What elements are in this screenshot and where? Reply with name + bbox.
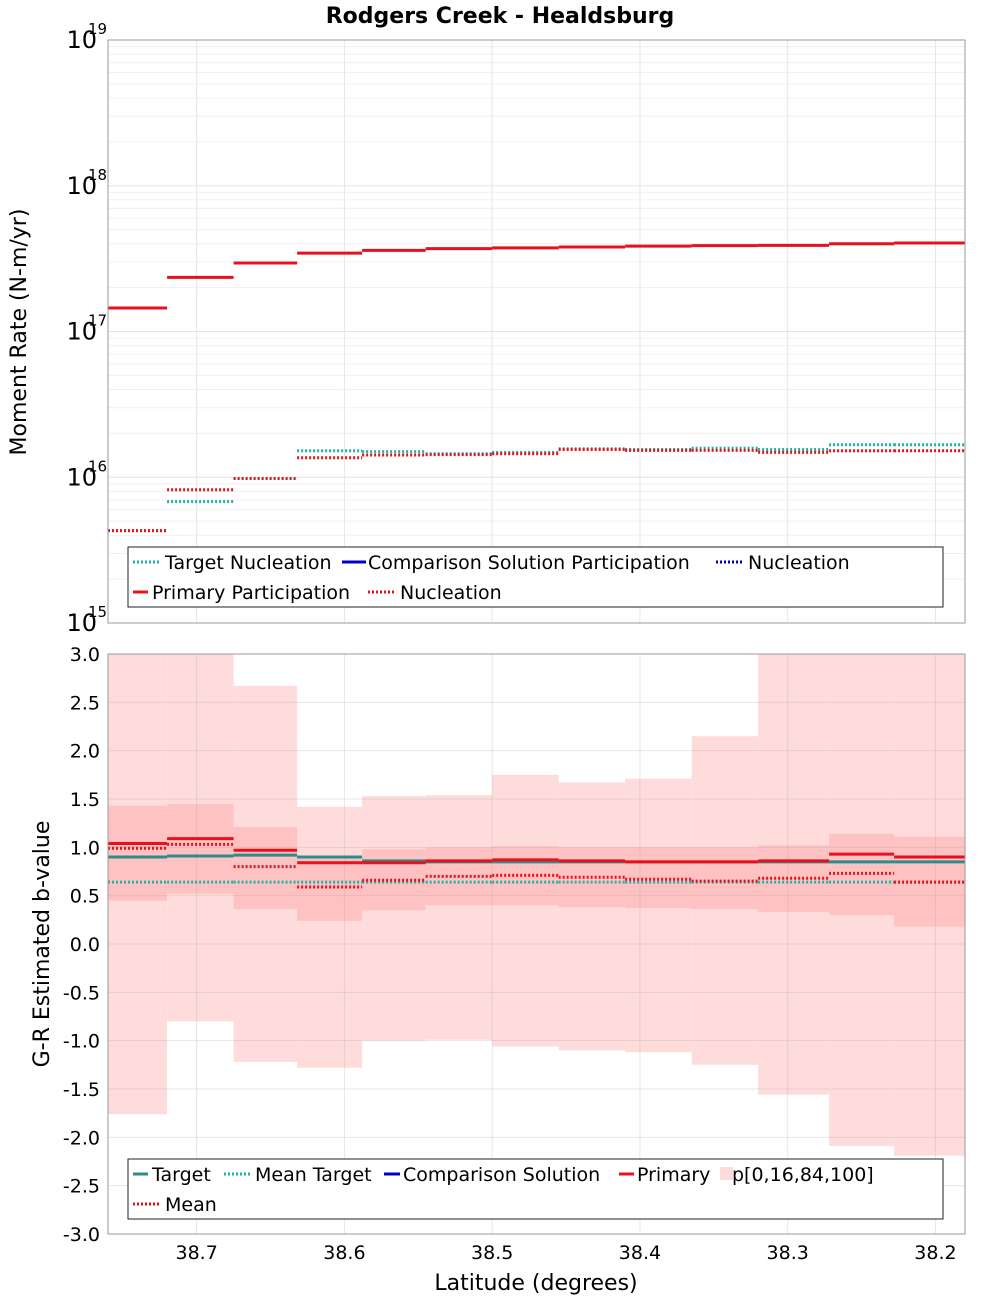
bottom-y-tick-label: 0.5 bbox=[70, 886, 100, 908]
bottom-y-tick-label: 3.0 bbox=[70, 644, 100, 666]
band-p0-p100 bbox=[425, 795, 493, 1040]
x-tick-label: 38.3 bbox=[767, 1242, 809, 1264]
x-tick-label: 38.4 bbox=[619, 1242, 661, 1264]
band-p0-p100 bbox=[362, 796, 426, 1041]
band-p16-p84 bbox=[691, 847, 759, 910]
legend-label-primary-participation: Primary Participation bbox=[152, 582, 350, 604]
legend-swatch-percentile-band bbox=[720, 1167, 733, 1180]
legend-label-primary: Primary bbox=[637, 1164, 710, 1186]
legend-label-mean: Mean bbox=[165, 1194, 217, 1216]
band-p0-p100 bbox=[558, 782, 626, 1051]
bottom-y-tick-labels: 3.0 2.5 2.0 1.5 1.0 0.5 0.0 -0.5 -1.0 -1.5 -2.0 -2.… bbox=[63, 644, 100, 1246]
top-grid bbox=[108, 39, 965, 624]
bottom-y-tick-label: -3.0 bbox=[63, 1224, 100, 1246]
top-y-tick-exponent: 15 bbox=[88, 603, 107, 621]
top-series bbox=[108, 241, 965, 533]
band-p0-p100 bbox=[297, 806, 363, 1068]
top-legend: Target Nucleation Comparison Solution Pa… bbox=[127, 546, 944, 608]
legend-label-comparison-solution: Comparison Solution bbox=[403, 1164, 600, 1186]
top-y-tick-label: 10 bbox=[66, 318, 97, 346]
legend-label-percentile-band: p[0,16,84,100] bbox=[732, 1164, 874, 1186]
legend-label-comparison-nucleation: Nucleation bbox=[748, 552, 850, 574]
bottom-legend-box bbox=[127, 1158, 944, 1220]
top-y-tick-label: 10 bbox=[66, 26, 97, 54]
bottom-y-tick-label: -2.0 bbox=[63, 1127, 100, 1149]
top-plot-frame bbox=[107, 39, 966, 624]
legend-label-primary-nucleation: Nucleation bbox=[400, 582, 502, 604]
bottom-y-tick-label: 0.0 bbox=[70, 934, 100, 956]
top-y-tick-exponent: 19 bbox=[88, 20, 107, 38]
top-y-tick-label: 10 bbox=[66, 609, 97, 637]
bottom-series bbox=[108, 837, 965, 889]
bottom-y-tick-label: 2.0 bbox=[70, 741, 100, 763]
band-p0-p100 bbox=[492, 774, 559, 1047]
top-y-tick-label: 10 bbox=[66, 463, 97, 491]
legend-label-target-nucleation: Target Nucleation bbox=[164, 552, 332, 574]
x-axis-label: Latitude (degrees) bbox=[434, 1271, 637, 1296]
band-p16-p84 bbox=[108, 805, 168, 901]
band-p0-p100 bbox=[625, 778, 692, 1053]
bottom-y-tick-label: -1.5 bbox=[63, 1079, 100, 1101]
x-tick-label: 38.5 bbox=[471, 1242, 513, 1264]
top-y-tick-exponent: 18 bbox=[88, 166, 107, 184]
x-tick-labels: 38.7 38.6 38.5 38.4 38.3 38.2 bbox=[175, 1242, 956, 1264]
top-legend-box bbox=[127, 546, 944, 608]
bottom-y-tick-label: -0.5 bbox=[63, 982, 100, 1004]
top-y-tick-exponent: 17 bbox=[88, 312, 107, 330]
figure-title: Rodgers Creek - Healdsburg bbox=[326, 4, 675, 29]
legend-label-target: Target bbox=[151, 1164, 211, 1186]
bottom-y-tick-label: -2.5 bbox=[63, 1176, 100, 1198]
bottom-panel: 3.0 2.5 2.0 1.5 1.0 0.5 0.0 -0.5 -1.0 -1.5 -2.0 -2.… bbox=[30, 644, 966, 1296]
top-y-tick-exponent: 16 bbox=[88, 457, 107, 475]
bottom-y-tick-label: 1.5 bbox=[70, 789, 100, 811]
legend-label-comparison-participation: Comparison Solution Participation bbox=[368, 552, 690, 574]
x-tick-label: 38.7 bbox=[175, 1242, 217, 1264]
band-p16-p84 bbox=[167, 803, 234, 894]
bottom-y-tick-label: -1.0 bbox=[63, 1031, 100, 1053]
legend-label-mean-target: Mean Target bbox=[255, 1164, 372, 1186]
bottom-y-axis-label: G-R Estimated b-value bbox=[30, 821, 55, 1068]
bottom-percentile-bands bbox=[108, 654, 965, 1156]
band-p16-p84 bbox=[758, 845, 830, 913]
bottom-legend: Target Mean Target Comparison Solution P… bbox=[127, 1158, 944, 1220]
top-y-tick-label: 10 bbox=[66, 172, 97, 200]
x-tick-label: 38.2 bbox=[914, 1242, 956, 1264]
x-tick-label: 38.6 bbox=[323, 1242, 365, 1264]
top-y-axis-label: Moment Rate (N-m/yr) bbox=[7, 209, 32, 456]
bottom-plot-frame bbox=[107, 653, 966, 1235]
bottom-y-tick-label: 1.0 bbox=[70, 837, 100, 859]
band-p16-p84 bbox=[894, 836, 965, 927]
bottom-y-tick-label: 2.5 bbox=[70, 692, 100, 714]
